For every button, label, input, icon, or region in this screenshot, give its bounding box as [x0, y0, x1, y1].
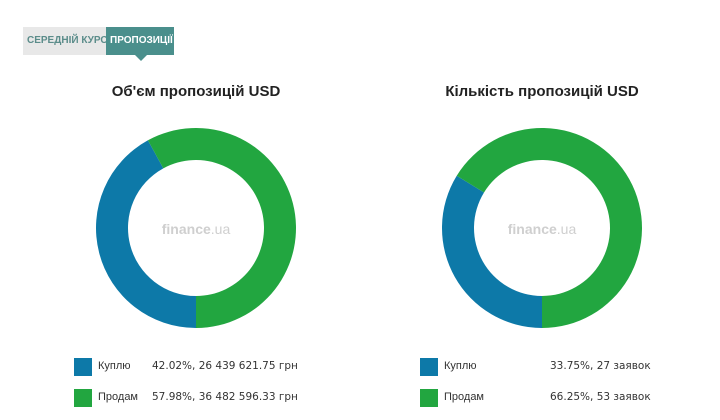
- legend-swatch-sell: [420, 389, 438, 407]
- legend-value-buy: 33.75%, 27 заявок: [550, 360, 651, 372]
- legend-value-buy: 42.02%, 26 439 621.75 грн: [152, 360, 298, 372]
- legend-value-sell: 66.25%, 53 заявок: [550, 391, 651, 403]
- slice-buy: [96, 140, 196, 328]
- legend-swatch-buy: [420, 358, 438, 376]
- tab-average-rate[interactable]: СЕРЕДНІЙ КУРС: [23, 27, 108, 55]
- legend-label-sell: Продам: [444, 391, 484, 403]
- legend-swatch-buy: [74, 358, 92, 376]
- legend-label-sell: Продам: [98, 391, 138, 403]
- legend-label-buy: Куплю: [444, 360, 477, 372]
- donut-chart-count: finance.ua: [442, 128, 642, 328]
- legend-value-sell: 57.98%, 36 482 596.33 грн: [152, 391, 298, 403]
- watermark: finance.ua: [508, 221, 577, 237]
- tab-bar: СЕРЕДНІЙ КУРС ПРОПОЗИЦІЇ: [23, 27, 174, 61]
- chart-title-volume: Об'єм пропозицій USD: [111, 83, 281, 100]
- slice-buy: [442, 175, 542, 328]
- chart-title-count: Кількість пропозицій USD: [445, 83, 639, 100]
- tab-offers[interactable]: ПРОПОЗИЦІЇ: [106, 27, 174, 61]
- legend-label-buy: Куплю: [98, 360, 131, 372]
- slice-sell: [456, 128, 642, 328]
- watermark: finance.ua: [162, 221, 231, 237]
- slice-sell: [147, 128, 296, 328]
- legend-swatch-sell: [74, 389, 92, 407]
- donut-chart-volume: finance.ua: [96, 128, 296, 328]
